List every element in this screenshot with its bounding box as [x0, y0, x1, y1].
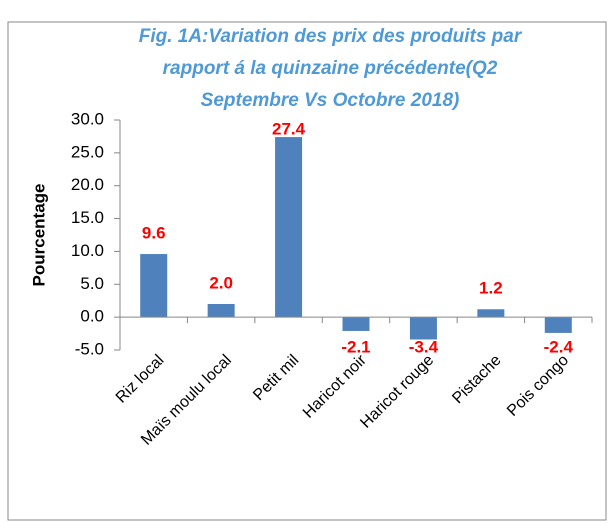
bar	[342, 317, 370, 331]
y-tick-label: 30.0	[71, 109, 104, 128]
y-tick-label: 15.0	[71, 208, 104, 227]
chart-border	[7, 21, 607, 521]
y-tick-label: 0.0	[80, 307, 104, 326]
chart-title: Fig. 1A:Variation des prix des produits …	[139, 26, 523, 47]
y-tick-label: 5.0	[80, 274, 104, 293]
y-tick-label: 20.0	[71, 175, 104, 194]
bar	[275, 137, 303, 318]
bar	[207, 304, 235, 318]
y-axis-label: Pourcentage	[29, 184, 48, 287]
data-label: -2.4	[544, 337, 574, 356]
bar	[544, 317, 572, 333]
y-tick-label: 25.0	[71, 142, 104, 161]
data-label: -3.4	[409, 337, 439, 356]
data-label: 9.6	[142, 224, 166, 243]
bar	[477, 309, 505, 318]
data-label: 1.2	[479, 279, 503, 298]
data-label: 27.4	[272, 119, 306, 138]
y-tick-label: 10.0	[71, 241, 104, 260]
chart-title: Septembre Vs Octobre 2018)	[201, 90, 460, 111]
y-tick-label: -5.0	[75, 339, 104, 358]
bar	[409, 317, 437, 340]
data-label: -2.1	[341, 337, 370, 356]
data-label: 2.0	[209, 273, 233, 292]
bar	[140, 254, 168, 318]
chart-title: rapport á la quinzaine précédente(Q2	[163, 58, 498, 79]
